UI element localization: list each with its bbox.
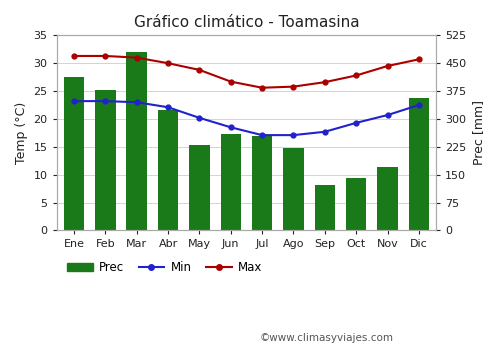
Bar (378, 167, 398, 230)
Bar (220, 134, 241, 230)
Bar (252, 136, 272, 230)
Bar (64, 77, 84, 230)
Bar (314, 185, 335, 230)
Bar (95, 90, 116, 230)
Title: Gráfico climático - Toamasina: Gráfico climático - Toamasina (134, 15, 359, 30)
Bar (408, 98, 429, 230)
Bar (126, 52, 147, 230)
Bar (189, 145, 210, 230)
Bar (158, 110, 178, 230)
Bar (346, 178, 366, 230)
Y-axis label: Temp (°C): Temp (°C) (15, 102, 28, 164)
Y-axis label: Prec [mm]: Prec [mm] (472, 100, 485, 166)
Bar (284, 148, 304, 230)
Text: ©www.climasyviajes.com: ©www.climasyviajes.com (260, 333, 394, 343)
Legend: Prec, Min, Max: Prec, Min, Max (62, 257, 266, 279)
